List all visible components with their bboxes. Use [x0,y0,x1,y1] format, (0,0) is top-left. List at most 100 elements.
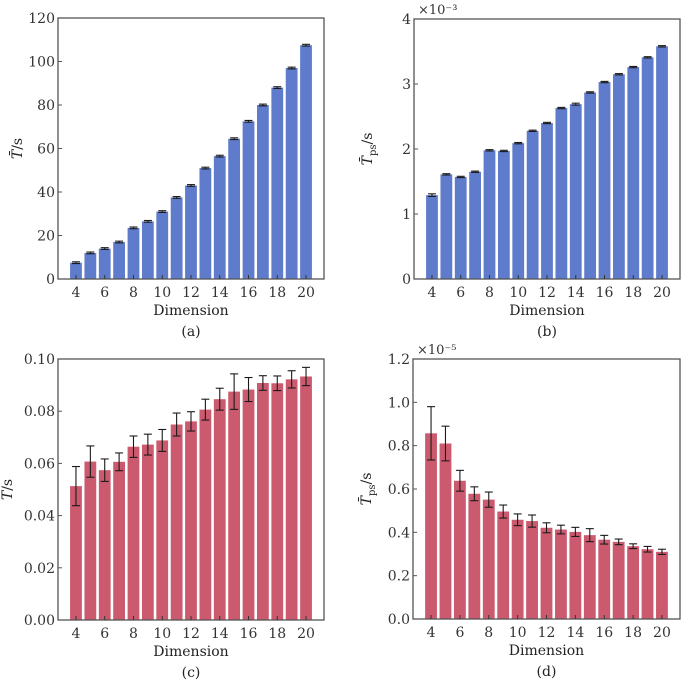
x-tick-label: 20 [653,285,671,301]
y-tick-label: 100 [28,55,55,71]
bar [228,138,241,279]
error-bar [258,375,267,391]
error-bar [273,86,282,90]
bar [612,541,625,619]
y-tick-label: 0.02 [24,561,55,577]
error-bar [571,102,580,106]
x-tick-label: 8 [485,285,494,301]
error-bar [100,247,109,250]
x-tick-label: 20 [297,626,315,642]
bar [497,150,510,279]
bar [98,248,111,279]
bar [584,92,597,279]
x-tick-label: 14 [211,626,229,642]
x-tick-label: 16 [240,626,258,642]
bar [300,376,312,620]
error-bar [287,370,296,389]
error-bar [258,103,267,107]
bar [199,409,212,620]
x-tick-label: 4 [72,285,81,301]
bar [613,74,625,279]
error-bar [499,149,508,153]
bar [257,105,269,279]
error-bar [513,513,522,527]
x-tick-label: 12 [538,625,556,641]
y-tick-label: 120 [28,11,55,27]
x-tick-label: 10 [153,626,171,642]
x-tick-label: 8 [129,626,138,642]
y-tick-label: 2 [402,142,411,158]
bar [257,383,269,620]
error-bar [556,524,565,535]
panel-label: (b) [537,324,557,340]
y-axis-label: T̄/s [0,479,16,500]
bar [627,546,640,619]
error-bar [215,154,224,158]
error-bar [571,526,580,538]
error-bar [614,538,623,546]
y-axis-label: T̄/s [8,138,26,159]
x-tick-label: 14 [211,285,229,301]
error-bar [158,428,167,452]
y-axis-label: T̄ps/s [357,473,378,506]
error-bar [528,514,537,528]
error-bar [658,45,667,48]
bar [113,461,125,620]
bar [583,535,596,619]
x-tick-label: 6 [456,285,465,301]
exponent-label: ×10⁻³ [418,3,458,18]
bar [541,123,553,279]
x-tick-label: 20 [653,625,671,641]
bar [511,519,524,619]
error-bar [172,412,181,437]
y-tick-label: 80 [37,98,55,114]
error-bar [657,548,666,555]
error-bar [629,543,638,550]
y-tick-label: 0 [402,272,411,288]
x-tick-label: 6 [455,625,464,641]
bar [271,383,284,620]
panel-a: 0 20 40 60 80 100 120 4 6 8 10 12 14 16 18 20 Dimension (… [8,11,325,340]
y-tick-label: 60 [37,142,55,158]
x-tick-label: 8 [129,285,138,301]
bar [512,143,525,279]
x-tick-label: 16 [596,285,614,301]
bar [439,443,452,619]
error-bar [557,106,566,110]
bar [113,242,125,279]
bar [627,67,640,279]
bar [141,221,154,279]
x-tick-label: 16 [595,625,613,641]
error-bar [643,56,652,59]
y-tick-label: 0.10 [24,352,55,368]
error-bar [586,91,595,94]
error-bar [456,175,465,179]
error-bar [187,411,195,432]
bar [213,399,226,620]
error-bar [542,522,551,534]
error-bar [172,196,181,199]
bar [569,104,582,280]
error-bar [427,406,436,461]
bar [497,511,510,619]
x-tick-label: 18 [624,625,642,641]
x-tick-label: 6 [100,285,109,301]
bar [555,108,568,279]
error-bar [600,534,609,545]
error-bar [302,366,311,387]
bar [127,446,140,620]
y-tick-label: 0.8 [388,439,410,455]
error-bar [455,469,464,492]
bar [84,252,97,279]
y-tick-label: 3 [402,77,411,93]
bar [656,551,668,619]
x-tick-label: 12 [182,626,200,642]
error-bar [244,376,253,403]
x-axis-label: Dimension [153,303,228,319]
error-bar [427,193,436,197]
bar [526,521,538,619]
y-tick-label: 4 [402,12,411,28]
error-bar [71,261,80,265]
error-bar [600,80,609,84]
